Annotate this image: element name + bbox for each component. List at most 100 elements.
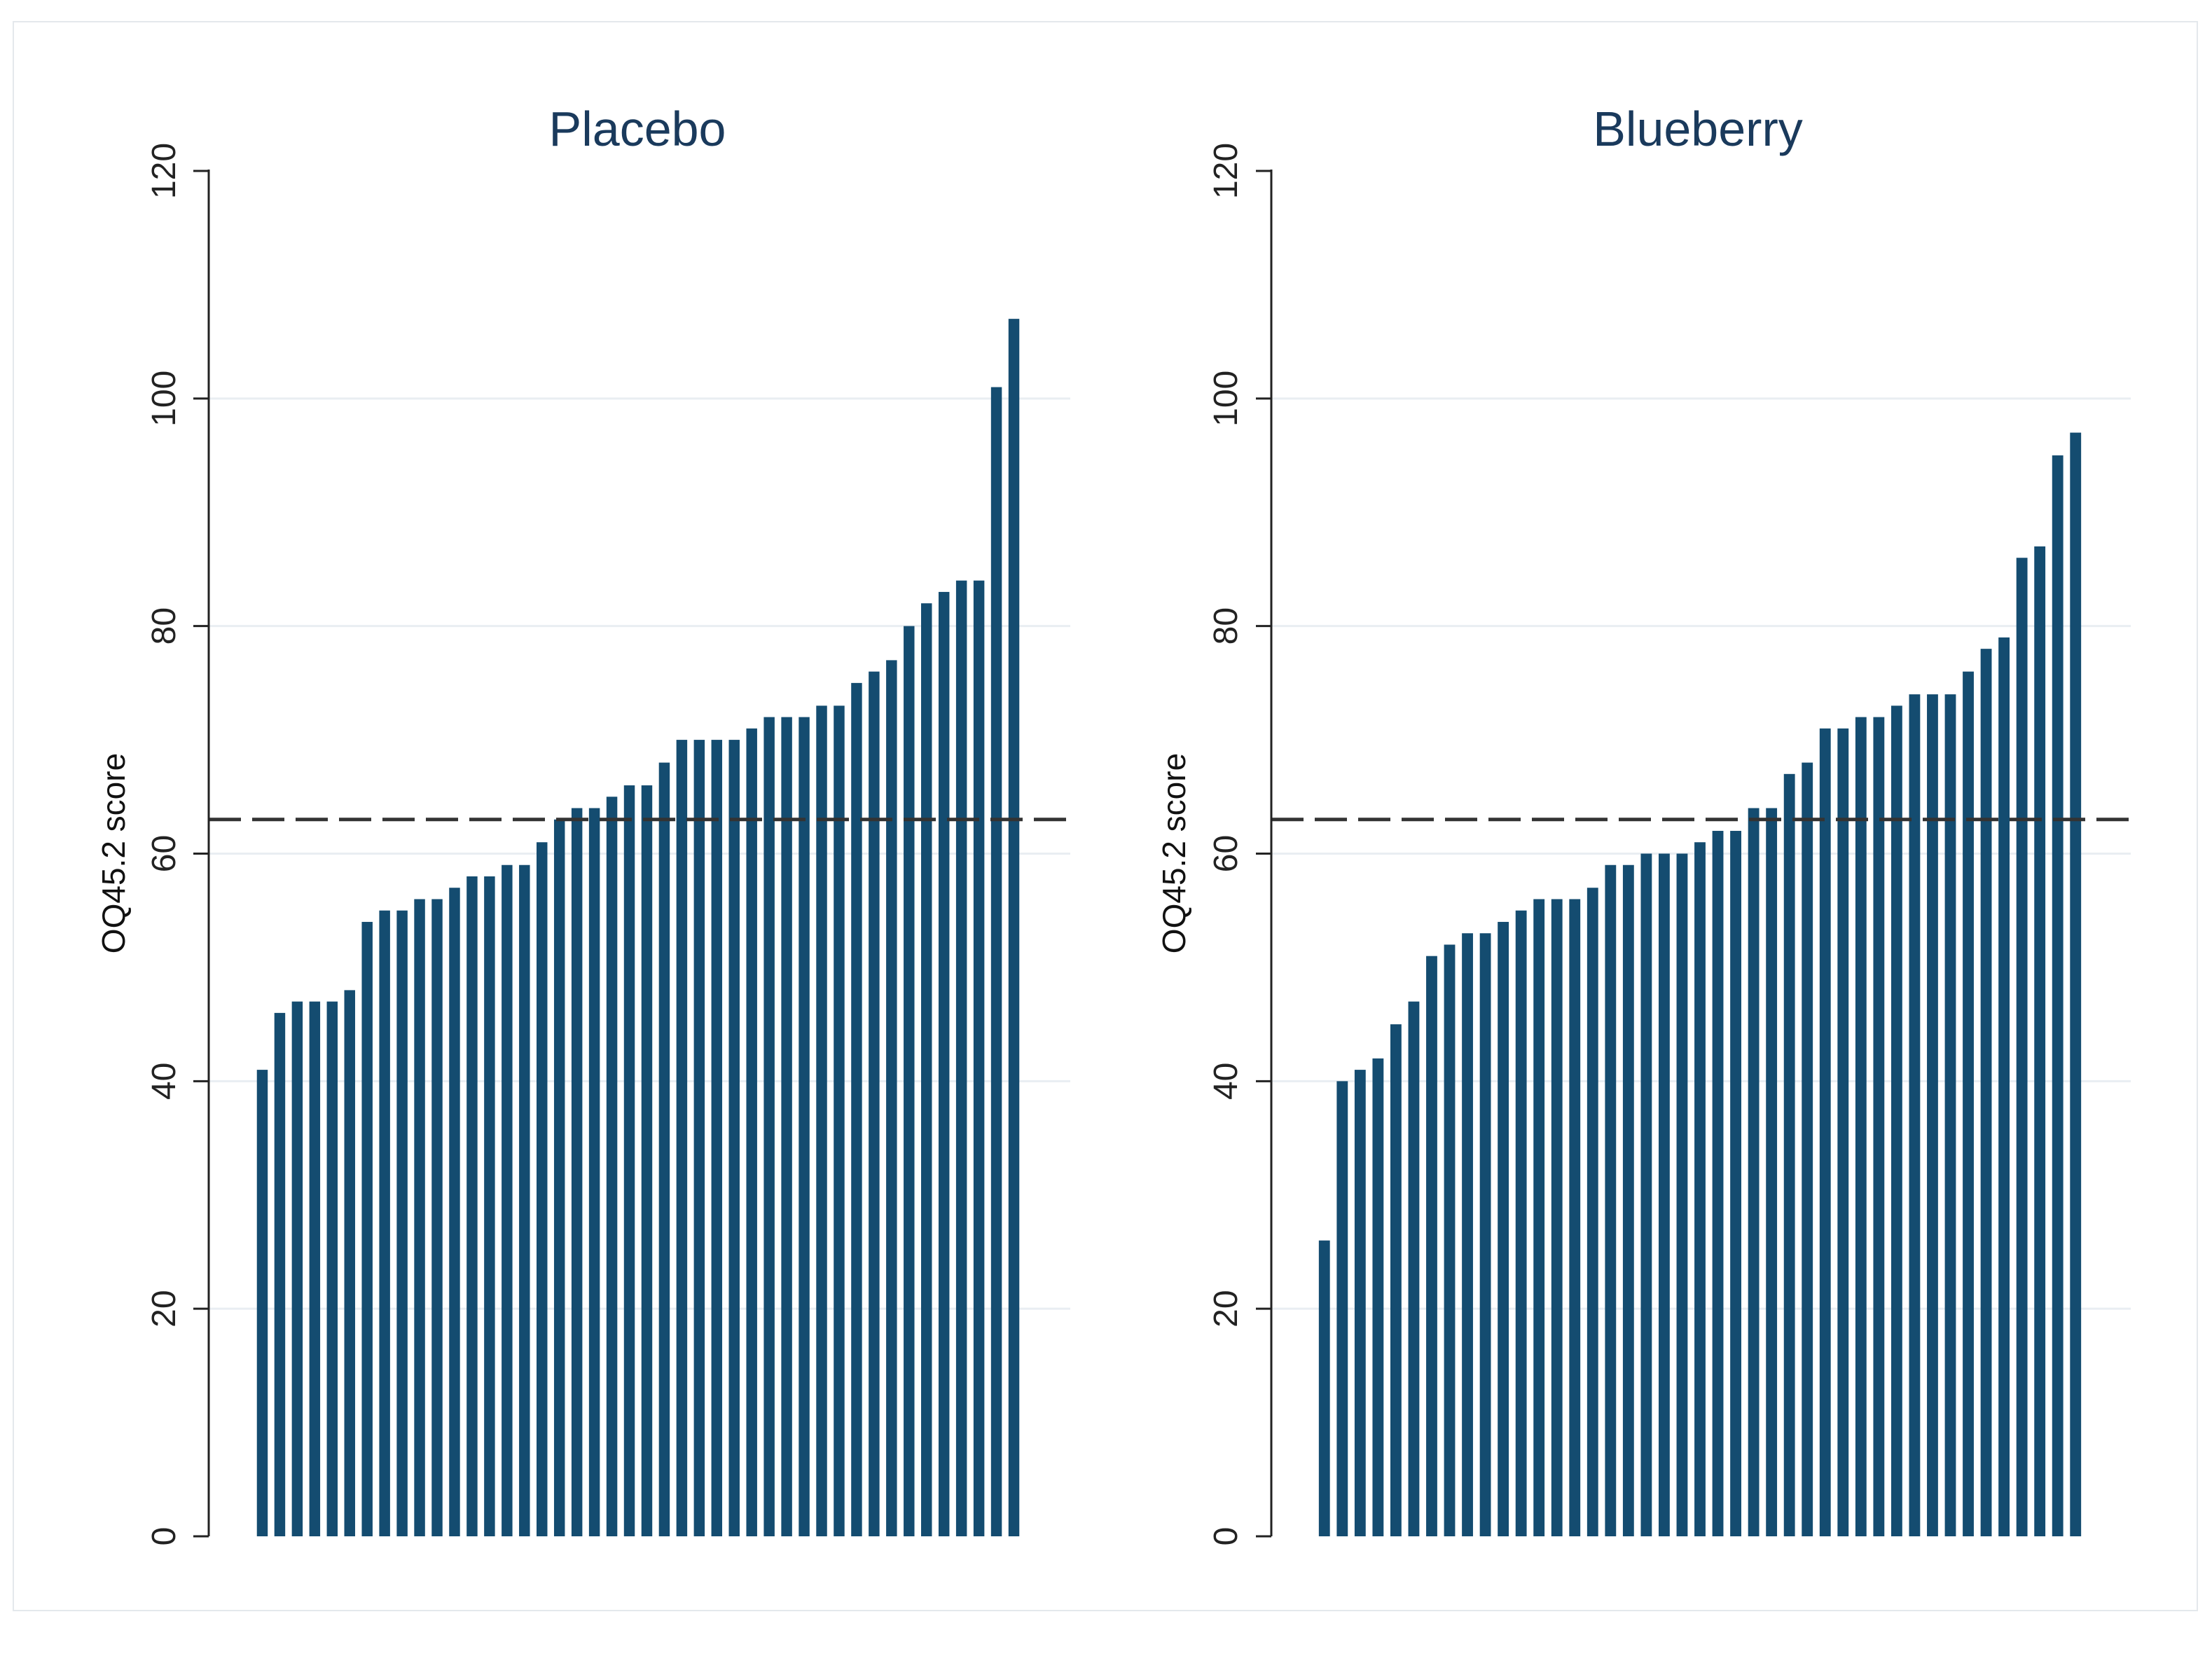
panel-1-bar-13 bbox=[466, 876, 478, 1536]
panel-1-bar-26 bbox=[693, 740, 705, 1536]
panel-1-bar-20 bbox=[588, 808, 600, 1536]
panel-2-bar-42 bbox=[2052, 455, 2064, 1536]
panel-2-y-tick-label-80: 80 bbox=[1208, 607, 1245, 645]
panel-1-bar-44 bbox=[1008, 319, 1020, 1536]
panel-1-bar-24 bbox=[658, 762, 670, 1536]
panel-1-bar-31 bbox=[781, 717, 792, 1536]
panel-2-bar-13 bbox=[1533, 899, 1545, 1536]
panel-1-bar-39 bbox=[921, 603, 932, 1537]
panel-1-bar-35 bbox=[851, 682, 862, 1537]
panel-2-bar-41 bbox=[2034, 546, 2046, 1536]
panel-2-bar-15 bbox=[1569, 899, 1581, 1536]
panel-2-bar-16 bbox=[1587, 888, 1598, 1536]
panel-1-bar-40 bbox=[938, 591, 950, 1537]
panel-1-bar-33 bbox=[816, 705, 827, 1536]
panel-1-bar-9 bbox=[396, 910, 408, 1536]
panel-2-y-tick-label-20: 20 bbox=[1208, 1290, 1245, 1327]
panel-1-bar-19 bbox=[571, 808, 583, 1536]
panel-1-bar-25 bbox=[676, 740, 688, 1536]
panel-2-bar-40 bbox=[2016, 558, 2028, 1536]
panel-1-bar-16 bbox=[519, 864, 530, 1536]
panel-1-bar-4 bbox=[309, 1001, 321, 1536]
panel-2-bar-8 bbox=[1444, 944, 1456, 1536]
panel-1-bar-30 bbox=[763, 717, 775, 1536]
panel-2-bar-28 bbox=[1802, 762, 1813, 1536]
panel-2-bar-17 bbox=[1605, 864, 1617, 1536]
panel-1-bar-5 bbox=[326, 1001, 338, 1536]
panel-1-bar-29 bbox=[746, 728, 757, 1536]
panel-2-title: Blueberry bbox=[1593, 102, 1803, 156]
panel-1-bar-7 bbox=[361, 921, 373, 1536]
panel-1-y-tick-label-40: 40 bbox=[146, 1063, 183, 1100]
panel-2-bar-9 bbox=[1462, 933, 1473, 1536]
panel-2-y-tick-label-40: 40 bbox=[1208, 1063, 1245, 1100]
panel-1-bar-18 bbox=[553, 819, 565, 1536]
panel-2-bar-12 bbox=[1515, 910, 1527, 1536]
panel-2-bar-24 bbox=[1730, 831, 1741, 1536]
panel-1-bar-2 bbox=[274, 1012, 286, 1536]
panel-2-bar-11 bbox=[1498, 921, 1509, 1536]
panel-2-bar-25 bbox=[1748, 808, 1760, 1536]
panel-1-bar-3 bbox=[291, 1001, 303, 1536]
panel-2-bar-34 bbox=[1909, 694, 1921, 1536]
panel-2-bar-7 bbox=[1426, 956, 1437, 1536]
panel-2-bar-20 bbox=[1659, 853, 1670, 1536]
panel-2-bar-37 bbox=[1963, 671, 1974, 1536]
panel-1-y-tick-label-120: 120 bbox=[146, 143, 183, 199]
panel-1-y-tick-label-100: 100 bbox=[146, 371, 183, 427]
panel-1-bar-8 bbox=[379, 910, 390, 1536]
panel-2-bar-43 bbox=[2070, 432, 2082, 1536]
panel-1-y-tick-label-80: 80 bbox=[146, 607, 183, 645]
panel-2-bar-1 bbox=[1318, 1240, 1330, 1536]
panel-1-bar-10 bbox=[414, 899, 425, 1536]
panel-2-bar-10 bbox=[1479, 933, 1491, 1536]
panel-2-bar-26 bbox=[1766, 808, 1778, 1536]
panel-2-y-tick-label-120: 120 bbox=[1208, 143, 1245, 199]
panel-2-bar-38 bbox=[1980, 649, 1992, 1536]
panel-2-bar-31 bbox=[1855, 717, 1867, 1536]
panel-1-bar-12 bbox=[449, 888, 460, 1536]
panel-2-bar-30 bbox=[1837, 728, 1849, 1536]
panel-2-bar-23 bbox=[1712, 831, 1724, 1536]
panel-1-bar-36 bbox=[869, 671, 880, 1536]
panel-1-title: Placebo bbox=[549, 102, 726, 156]
panel-2-bar-18 bbox=[1622, 864, 1634, 1536]
panel-1-bar-28 bbox=[728, 740, 740, 1536]
panel-2-bar-3 bbox=[1354, 1070, 1366, 1536]
panel-1-bar-37 bbox=[886, 660, 897, 1536]
panel-1-bar-14 bbox=[484, 876, 495, 1536]
panel-1-bar-34 bbox=[834, 705, 845, 1536]
panel-2-bar-22 bbox=[1694, 842, 1706, 1536]
panel-2-y-tick-label-0: 0 bbox=[1208, 1527, 1245, 1546]
panel-1-bar-41 bbox=[955, 580, 967, 1537]
panel-1-bar-17 bbox=[537, 842, 548, 1536]
panel-1-bar-23 bbox=[641, 785, 653, 1536]
panel-1-bar-11 bbox=[431, 899, 443, 1536]
figure-frame bbox=[13, 21, 2198, 1611]
panel-1-y-tick-label-20: 20 bbox=[146, 1290, 183, 1327]
panel-2-y-tick-label-100: 100 bbox=[1208, 371, 1245, 427]
panel-1-bar-32 bbox=[799, 717, 810, 1536]
panel-2-bar-6 bbox=[1408, 1001, 1420, 1536]
panel-1-y-tick-label-0: 0 bbox=[146, 1527, 183, 1546]
panel-1-bar-21 bbox=[606, 797, 618, 1536]
panel-2-y-tick-label-60: 60 bbox=[1208, 835, 1245, 872]
panel-2-bar-29 bbox=[1819, 728, 1831, 1536]
panel-2-bar-2 bbox=[1336, 1081, 1348, 1536]
panel-1-bar-42 bbox=[973, 580, 985, 1537]
panel-1-bar-27 bbox=[711, 740, 723, 1536]
panel-2-bar-36 bbox=[1944, 694, 1956, 1536]
panel-2-bar-4 bbox=[1372, 1058, 1384, 1536]
panel-1-bar-15 bbox=[502, 864, 513, 1536]
panel-1-bar-43 bbox=[990, 387, 1002, 1536]
panel-2-bar-27 bbox=[1783, 773, 1795, 1536]
panel-2-bar-14 bbox=[1551, 899, 1563, 1536]
panel-1-y-axis-label: OQ45.2 score bbox=[95, 753, 132, 953]
panel-1-bar-1 bbox=[256, 1070, 268, 1536]
panel-2-bar-33 bbox=[1890, 705, 1902, 1536]
panel-2-bar-39 bbox=[1998, 637, 2010, 1537]
panel-2-bar-19 bbox=[1640, 853, 1652, 1536]
panel-1-bar-22 bbox=[623, 785, 635, 1536]
panel-2-bar-21 bbox=[1676, 853, 1688, 1536]
